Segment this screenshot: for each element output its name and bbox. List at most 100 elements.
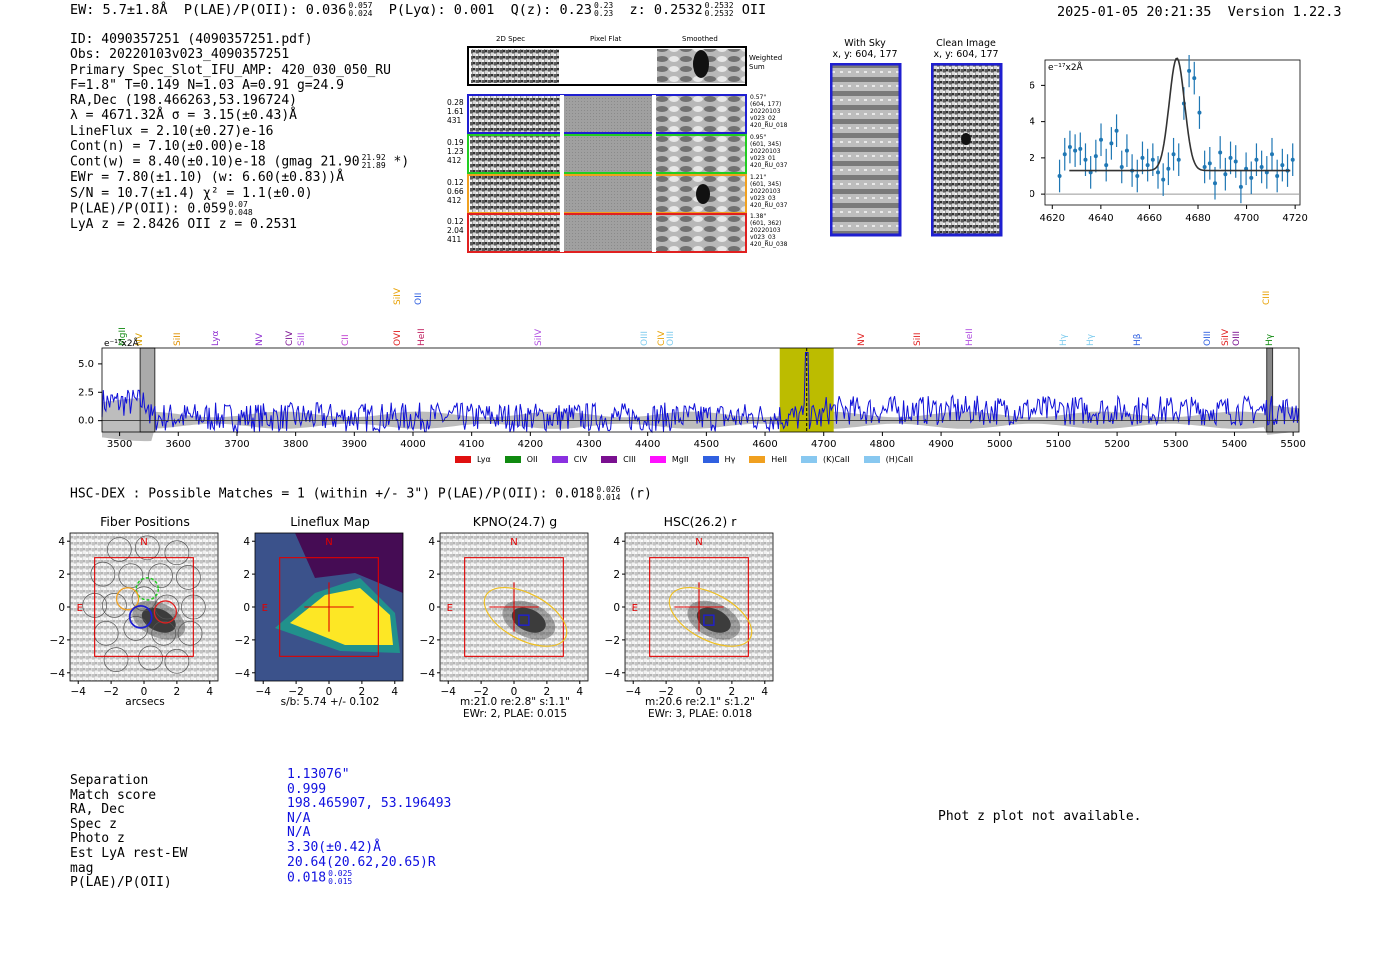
data-point <box>1161 177 1166 182</box>
info-block: ID: 4090357251 (4090357251.pdf) Obs: 202… <box>70 32 409 232</box>
north-label: N <box>510 537 517 548</box>
header-plae: P(LAE)/P(OII): 0.036 <box>183 2 347 18</box>
y-tick-label: 4 <box>1030 117 1035 128</box>
y-tick-label: 2.5 <box>78 387 94 398</box>
x-tick-label: 5000 <box>987 439 1012 450</box>
legend-label: (K)CaII <box>822 455 850 464</box>
legend-label: MgII <box>671 455 689 464</box>
y-tick-label: −4 <box>235 668 250 680</box>
header-plae-range: 0.057 0.024 <box>348 1 373 18</box>
x-tick-label: 5500 <box>1280 439 1305 450</box>
x-tick-label: 2 <box>174 686 181 698</box>
data-point <box>1145 163 1150 168</box>
line-fit-plot: 0 2 4 6 4620 4640 4660 4680 4700 4720 e⁻¹⁷x2Å <box>1030 55 1308 224</box>
legend-label: Lyα <box>477 455 491 464</box>
data-point <box>1259 164 1264 169</box>
x-tick-label: 4 <box>206 686 213 698</box>
image-panel: N E 4 2 0 −2 −4 −4 −2 0 2 4 <box>420 532 589 698</box>
y-tick-label: 2 <box>1030 153 1035 164</box>
data-point <box>1156 170 1161 175</box>
spectrum-legend: Lyα OII CIV CIII MgII Hγ HeII (K)CaII (H)CaII <box>455 448 927 467</box>
spectrum-frame <box>101 347 1300 433</box>
data-point <box>1067 145 1072 149</box>
line-id-label: CIII <box>1261 290 1272 305</box>
info-radec: RA,Dec (198.466263,53.196724) <box>70 93 297 109</box>
east-label: E <box>632 603 638 614</box>
match-value: N/A <box>287 825 311 841</box>
cutout-row-3 <box>467 174 747 214</box>
photz-message: Phot z plot not available. <box>938 809 1142 824</box>
cutout-grid <box>467 46 747 253</box>
data-point <box>1218 150 1223 155</box>
noise-band <box>102 398 1299 442</box>
legend-item: CIII <box>601 455 636 464</box>
y-tick-label: 2 <box>243 569 250 581</box>
image-panel-caption: m:20.6 re:2.1" s:1.2" EWr: 3, PLAE: 0.018 <box>645 696 755 720</box>
legend-label: CIV <box>573 455 588 464</box>
x-tick-label: 4 <box>761 686 768 698</box>
data-point <box>1275 174 1280 178</box>
linefit-unit: e⁻¹⁷x2Å <box>1048 61 1084 73</box>
legend-item: Lyα <box>455 455 491 464</box>
info-contn: Cont(n) = 7.10(±0.00)e-18 <box>70 139 266 155</box>
timestamp: 2025-01-05 20:21:35 <box>1057 4 1212 20</box>
legend-label: CIII <box>623 455 636 464</box>
east-label: E <box>447 603 453 614</box>
data-point <box>1140 155 1145 160</box>
x-tick-label: −2 <box>473 686 488 698</box>
info-plae: P(LAE)/P(OII): 0.059 0.07 0.048 <box>70 199 253 217</box>
legend-swatch <box>702 456 719 463</box>
info-lya: LyA z = 2.8426 OII z = 0.2531 <box>70 216 297 232</box>
image-panel-title: HSC(26.2) r <box>663 514 737 529</box>
data-point <box>1114 128 1119 133</box>
legend-item: HeII <box>749 455 787 464</box>
match-labels: Separation Match score RA, Dec Spec z Photo … <box>70 773 187 891</box>
legend-swatch <box>749 456 766 463</box>
cutout-row-2 <box>467 134 747 174</box>
data-point <box>1078 146 1083 151</box>
data-point <box>1192 76 1197 81</box>
match-values: 1.13076" 0.999 198.465907, 53.196493 N/A N/A… <box>287 767 452 886</box>
data-point <box>1109 141 1114 146</box>
info-contw: Cont(w) = 8.40(±0.10)e-18 (gmag 21.90 21.… <box>70 153 410 171</box>
data-point <box>1166 166 1171 171</box>
match-value: N/A <box>287 810 311 826</box>
info-primary: Primary Spec_Slot_IFU_AMP: 420_030_050_R… <box>70 62 391 78</box>
header-timestamp-version: 2025-01-05 20:21:35 Version 1.22.3 <box>1057 4 1342 20</box>
x-tick-label: 4300 <box>576 439 601 450</box>
y-tick-label: 4 <box>428 536 435 548</box>
legend-swatch <box>504 456 521 463</box>
legend-label: Hγ <box>724 455 736 464</box>
cutout-row-values: 0.12 0.66 412 <box>447 178 464 205</box>
legend-label: HeII <box>771 455 787 464</box>
data-point <box>1202 164 1207 169</box>
legend-item: Hγ <box>702 455 736 464</box>
x-tick-label: 4 <box>576 686 583 698</box>
match-value: 198.465907, 53.196493 <box>287 796 452 812</box>
data-point <box>1135 174 1140 178</box>
image-panel-title: Fiber Positions <box>100 514 190 529</box>
x-tick-label: 4700 <box>1234 213 1259 224</box>
x-tick-label: −4 <box>255 686 271 698</box>
y-tick-label: 2 <box>58 569 65 581</box>
header-z-line: OII <box>741 2 767 18</box>
y-tick-label: 4 <box>613 536 620 548</box>
x-tick-label: 4100 <box>459 439 484 450</box>
match-label: Spec z <box>70 816 117 832</box>
x-tick-label: 4000 <box>400 439 425 450</box>
legend-item: OII <box>504 455 538 464</box>
x-tick-label: 4720 <box>1282 213 1307 224</box>
data-point <box>1254 157 1259 162</box>
version: Version 1.22.3 <box>1227 4 1342 20</box>
linefit-frame <box>1044 59 1301 206</box>
data-point <box>1104 163 1109 168</box>
data-point <box>1124 148 1129 153</box>
cutout-row-1 <box>467 94 747 134</box>
x-tick-label: −4 <box>440 686 456 698</box>
data-point <box>1207 161 1212 166</box>
y-tick-label: 6 <box>1030 80 1035 91</box>
info-lineflux: LineFlux = 2.10(±0.27)e-16 <box>70 123 274 139</box>
north-label: N <box>695 537 702 548</box>
x-tick-label: 0 <box>696 686 703 698</box>
masked-region <box>139 347 156 433</box>
